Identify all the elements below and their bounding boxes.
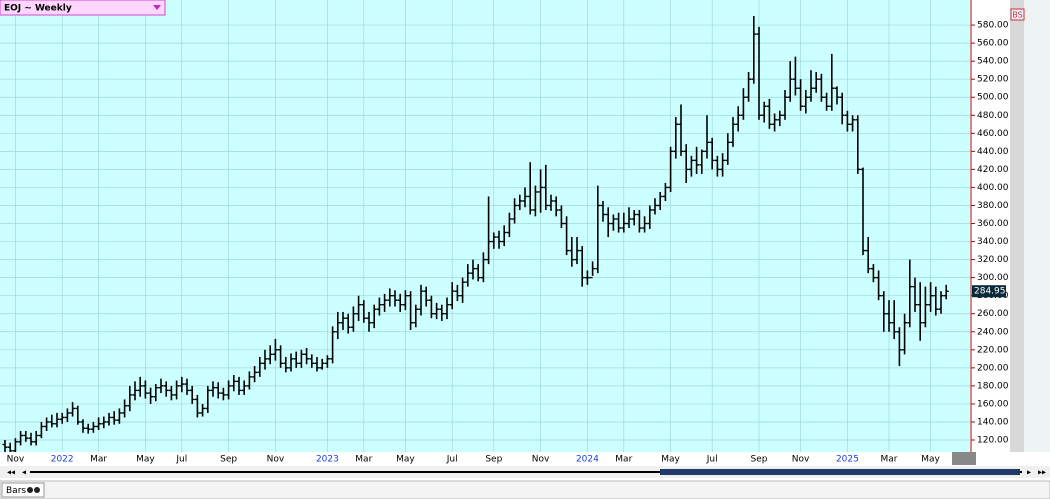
y-tick-label: 460.00: [977, 129, 1009, 139]
price-axis-area: [970, 0, 1010, 452]
x-tick-label: Jul: [706, 455, 718, 465]
time-axis-area: [0, 452, 1050, 466]
x-tick-label: Mar: [881, 455, 898, 465]
y-tick-label: 300.00: [977, 273, 1009, 283]
y-tick-label: 340.00: [977, 237, 1009, 247]
chart-title: EOJ ~ Weekly: [4, 4, 72, 14]
axis-corner: [952, 452, 976, 465]
y-tick-label: 420.00: [977, 165, 1009, 175]
y-tick-label: 580.00: [977, 21, 1009, 31]
title-dropdown[interactable]: [153, 5, 161, 10]
bs-button[interactable]: [1010, 8, 1025, 21]
y-tick-label: 400.00: [977, 183, 1009, 193]
y-tick-label: 320.00: [977, 255, 1009, 265]
y-tick-label: 520.00: [977, 75, 1009, 85]
y-tick-label: 260.00: [977, 309, 1009, 319]
last-price-label: 284.95: [974, 287, 1006, 297]
bars-tab-label[interactable]: Bars: [6, 486, 26, 496]
scroll-left-end[interactable]: ◂◂: [7, 468, 15, 477]
tab-icon: [34, 487, 40, 493]
bs-label[interactable]: BS: [1012, 11, 1022, 20]
y-tick-label: 220.00: [977, 345, 1009, 355]
y-tick-label: 160.00: [977, 399, 1009, 409]
x-tick-label: Sep: [220, 455, 237, 465]
bars-tab[interactable]: [1, 482, 45, 498]
last-price-box: [972, 285, 1006, 298]
y-tick-label: 500.00: [977, 93, 1009, 103]
x-tick-label: Nov: [792, 455, 810, 465]
y-tick-label: 480.00: [977, 111, 1009, 121]
x-tick-label: Sep: [485, 455, 502, 465]
x-tick-label: May: [396, 455, 415, 465]
x-tick-label: May: [136, 455, 155, 465]
x-tick-label: Jul: [175, 455, 187, 465]
y-tick-label: 360.00: [977, 219, 1009, 229]
y-tick-label: 140.00: [977, 417, 1009, 427]
y-tick-label: 440.00: [977, 147, 1009, 157]
plot-area: [0, 0, 970, 452]
grid: [0, 0, 970, 452]
scroll-right-end[interactable]: ▸▸: [1038, 468, 1046, 477]
side-panel: [1010, 0, 1024, 452]
tab-icon: [27, 487, 33, 493]
x-tick-label: Nov: [7, 455, 25, 465]
y-tick-label: 240.00: [977, 327, 1009, 337]
x-tick-label: 2025: [836, 455, 859, 465]
x-tick-label: Jul: [446, 455, 458, 465]
title-box[interactable]: [0, 0, 166, 16]
x-tick-label: 2022: [51, 455, 74, 465]
y-tick-label: 540.00: [977, 57, 1009, 67]
scroll-right[interactable]: ▸: [1027, 468, 1031, 477]
x-tick-label: Nov: [532, 455, 550, 465]
x-tick-label: Mar: [615, 455, 632, 465]
y-tick-label: 380.00: [977, 201, 1009, 211]
y-tick-label: 200.00: [977, 363, 1009, 373]
x-tick-label: Nov: [267, 455, 285, 465]
x-tick-label: Sep: [751, 455, 768, 465]
y-tick-label: 120.00: [977, 436, 1009, 446]
side-panel-right: [1024, 0, 1050, 452]
x-tick-label: May: [661, 455, 680, 465]
x-tick-label: 2024: [576, 455, 599, 465]
x-tick-label: May: [921, 455, 940, 465]
scroll-left[interactable]: ◂: [22, 468, 26, 477]
y-tick-label: 180.00: [977, 381, 1009, 391]
x-tick-label: Mar: [90, 455, 107, 465]
toolbar: [0, 480, 1050, 499]
bars: [2, 16, 949, 457]
x-tick-label: Mar: [355, 455, 372, 465]
y-tick-label: 560.00: [977, 39, 1009, 49]
scroll-thumb[interactable]: [660, 469, 1020, 475]
x-tick-label: 2023: [316, 455, 339, 465]
